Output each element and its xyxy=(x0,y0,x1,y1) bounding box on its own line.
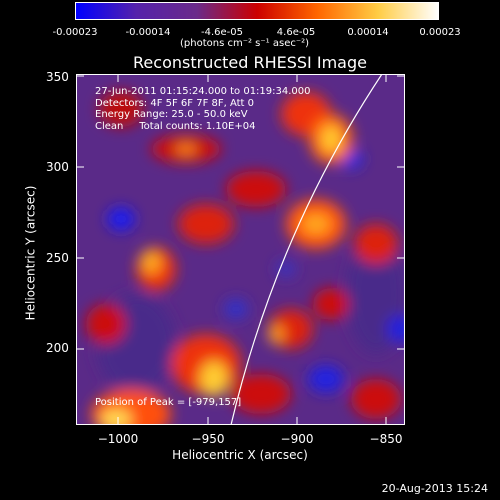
colorbar xyxy=(75,2,439,20)
axis-ticks xyxy=(76,74,405,425)
observation-annotation: 27-Jun-2011 01:15:24.000 to 01:19:34.000… xyxy=(95,86,311,132)
colorbar-tick: -0.00023 xyxy=(52,27,98,38)
y-tick-label: 300 xyxy=(46,160,69,174)
heatmap-image xyxy=(76,74,405,425)
colorbar-tick: 4.6e-05 xyxy=(276,27,316,38)
y-tick-label: 200 xyxy=(46,341,69,355)
colorbar-units-label: (photons cm⁻² s⁻¹ asec⁻²) xyxy=(180,38,310,49)
colorbar-tick: 0.00014 xyxy=(347,27,389,38)
x-tick-label: −950 xyxy=(191,432,225,446)
colorbar-tick: -4.6e-05 xyxy=(201,27,243,38)
x-tick-label: −1000 xyxy=(97,432,139,446)
y-tick-label: 350 xyxy=(46,70,69,84)
x-tick-label: −900 xyxy=(280,432,314,446)
colorbar-tick: 0.00023 xyxy=(419,27,461,38)
y-tick-label: 250 xyxy=(46,251,69,265)
plot-border xyxy=(76,74,405,425)
solar-limb-line xyxy=(230,74,383,425)
emission-blobs xyxy=(86,91,405,425)
peak-position-text: Position of Peak = [-979,157] xyxy=(95,397,242,408)
footer-date: 20-Aug-2013 15:24 xyxy=(381,482,488,495)
x-axis-label: Heliocentric X (arcsec) xyxy=(172,448,308,462)
y-axis-label: Heliocentric Y (arcsec) xyxy=(23,185,38,321)
colorbar-tick: -0.00014 xyxy=(125,27,171,38)
x-tick-label: −850 xyxy=(369,432,403,446)
plot-title: Reconstructed RHESSI Image xyxy=(133,53,367,72)
